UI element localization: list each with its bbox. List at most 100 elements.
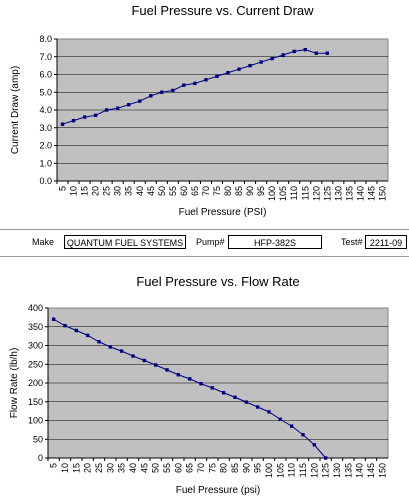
test-info-bar: Make QUANTUM FUEL SYSTEMS Pump# HFP-382S… — [0, 229, 409, 257]
data-point — [119, 349, 124, 353]
y-axis-label: Flow Rate (lb/h) — [9, 348, 20, 419]
x-tick-label: 105 — [275, 463, 285, 478]
x-tick-label: 130 — [332, 463, 342, 478]
x-axis-label: Fuel Pressure (psi) — [176, 485, 260, 496]
x-axis-label: Fuel Pressure (PSI) — [179, 207, 267, 218]
data-point — [199, 382, 203, 386]
x-tick-label: 100 — [267, 186, 277, 201]
y-tick-label: 0 — [38, 453, 43, 463]
x-tick-label: 50 — [151, 463, 161, 473]
x-tick-label: 120 — [309, 463, 319, 478]
x-tick-label: 75 — [207, 463, 217, 473]
data-point — [176, 373, 181, 377]
x-tick-label: 150 — [377, 186, 387, 201]
data-point — [171, 88, 175, 93]
y-tick-label: 300 — [28, 341, 43, 351]
y-tick-label: 4.0 — [39, 105, 52, 115]
data-point — [244, 400, 249, 404]
chart-title: Fuel Pressure vs. Current Draw — [131, 3, 314, 18]
data-point — [153, 363, 158, 367]
y-tick-label: 7.0 — [39, 52, 52, 62]
x-tick-label: 105 — [278, 186, 288, 201]
x-tick-label: 65 — [190, 186, 200, 196]
x-tick-label: 10 — [69, 186, 79, 196]
data-point — [303, 47, 307, 52]
data-point — [187, 377, 192, 381]
x-tick-label: 125 — [321, 463, 331, 478]
data-point — [301, 433, 305, 437]
x-tick-label: 20 — [91, 186, 101, 196]
x-tick-label: 20 — [83, 463, 93, 473]
x-tick-label: 35 — [124, 186, 134, 196]
data-point — [292, 49, 296, 54]
chart-flow-rate: Fuel Pressure vs. Flow Rate 0 50 100 150 200 2… — [9, 274, 389, 496]
x-tick-label: 40 — [128, 463, 138, 473]
data-point — [325, 51, 330, 55]
x-tick-label: 10 — [60, 463, 70, 473]
data-point — [193, 81, 197, 86]
data-point — [127, 102, 131, 107]
data-point — [281, 53, 285, 57]
x-tick-label: 80 — [223, 186, 233, 196]
data-point — [138, 99, 142, 103]
x-tick-label: 80 — [219, 463, 229, 473]
data-point — [85, 333, 90, 338]
data-point — [204, 78, 208, 82]
data-point — [160, 90, 164, 94]
data-point — [278, 417, 283, 422]
make-value-field: QUANTUM FUEL SYSTEMS — [64, 235, 186, 249]
data-point — [93, 113, 98, 118]
data-point — [115, 106, 120, 110]
chart-current-draw: Fuel Pressure vs. Current Draw 0.0 1.0 2.0 3… — [10, 3, 389, 218]
x-tick-label: 150 — [377, 463, 387, 478]
y-tick-label: 5.0 — [39, 87, 52, 97]
data-point — [215, 74, 219, 78]
x-tick-label: 140 — [355, 463, 365, 478]
data-point — [104, 108, 109, 112]
x-tick-label: 70 — [201, 186, 211, 196]
data-point — [131, 354, 135, 358]
y-tick-label: 3.0 — [39, 123, 52, 133]
x-tick-label: 50 — [157, 186, 167, 196]
x-tick-label: 45 — [139, 463, 149, 473]
x-tick-label: 100 — [264, 463, 274, 478]
data-point — [314, 51, 318, 55]
data-point — [248, 63, 252, 68]
x-tick-label: 90 — [241, 463, 251, 473]
data-point — [182, 83, 186, 87]
data-point — [323, 456, 328, 460]
x-tick-label: 40 — [135, 186, 145, 196]
data-point — [312, 443, 317, 447]
data-point — [149, 94, 153, 98]
x-tick-label: 145 — [366, 463, 376, 478]
x-tick-label: 135 — [344, 186, 354, 201]
data-point — [270, 56, 274, 61]
y-tick-label: 350 — [28, 322, 43, 332]
x-tick-label: 110 — [289, 186, 299, 200]
x-tick-label: 5 — [49, 463, 59, 468]
x-tick-label: 110 — [287, 463, 297, 477]
x-tick-label: 5 — [58, 186, 68, 191]
data-point — [210, 386, 215, 390]
x-tick-label: 95 — [256, 186, 266, 196]
y-tick-label: 6.0 — [39, 70, 52, 80]
y-tick-label: 50 — [33, 434, 43, 444]
x-tick-label: 60 — [173, 463, 183, 473]
data-point — [60, 122, 65, 126]
data-point — [237, 67, 241, 71]
x-tick-label: 85 — [234, 186, 244, 196]
data-point — [108, 345, 113, 349]
x-tick-label: 60 — [179, 186, 189, 196]
x-tick-label: 55 — [162, 463, 172, 473]
data-point — [74, 328, 79, 333]
x-tick-label: 30 — [105, 463, 115, 473]
data-point — [267, 410, 271, 414]
data-point — [226, 71, 230, 75]
x-tick-label: 125 — [322, 186, 332, 201]
data-point — [289, 424, 294, 428]
test-value-field: 2211-09 — [365, 235, 407, 249]
y-tick-label: 150 — [28, 397, 43, 407]
data-point — [165, 368, 169, 372]
x-tick-label: 55 — [168, 186, 178, 196]
x-tick-label: 90 — [245, 186, 255, 196]
